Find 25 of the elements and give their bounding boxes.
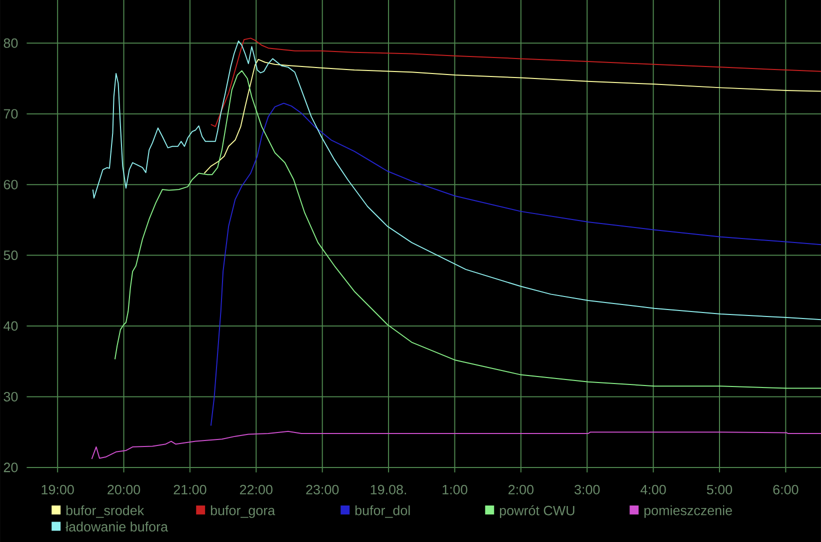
y-tick-label: 80	[4, 38, 18, 48]
x-tick-label: 6:00	[773, 484, 798, 494]
x-tick-label: 2:00	[508, 484, 534, 494]
x-tick-label: 5:00	[706, 484, 732, 494]
x-tick-label: 1:00	[442, 484, 468, 494]
x-tick-label: 20:00	[108, 484, 140, 494]
y-tick-label: 60	[4, 180, 18, 190]
x-tick-label: 21:00	[174, 484, 206, 494]
y-tick-label: 70	[4, 109, 18, 119]
legend-label: ładowanie bufora	[66, 522, 168, 532]
y-tick-label: 40	[4, 321, 18, 331]
y-tick-label: 20	[4, 462, 18, 472]
legend-label: bufor_dol	[355, 505, 410, 518]
x-tick-label: 3:00	[574, 484, 600, 494]
legend-label: powrót CWU	[500, 505, 574, 518]
x-tick-label: 19.08.	[370, 484, 406, 494]
legend-label: bufor_gora	[210, 505, 276, 518]
x-tick-label: 4:00	[640, 484, 666, 494]
x-tick-label: 22:00	[240, 484, 272, 494]
y-tick-label: 50	[4, 250, 18, 260]
x-tick-label: 19:00	[42, 484, 74, 494]
x-tick-label: 23:00	[306, 484, 339, 494]
legend-label: bufor_srodek	[66, 505, 144, 518]
y-tick-label: 30	[4, 392, 18, 402]
legend-label: pomieszczenie	[644, 505, 732, 518]
